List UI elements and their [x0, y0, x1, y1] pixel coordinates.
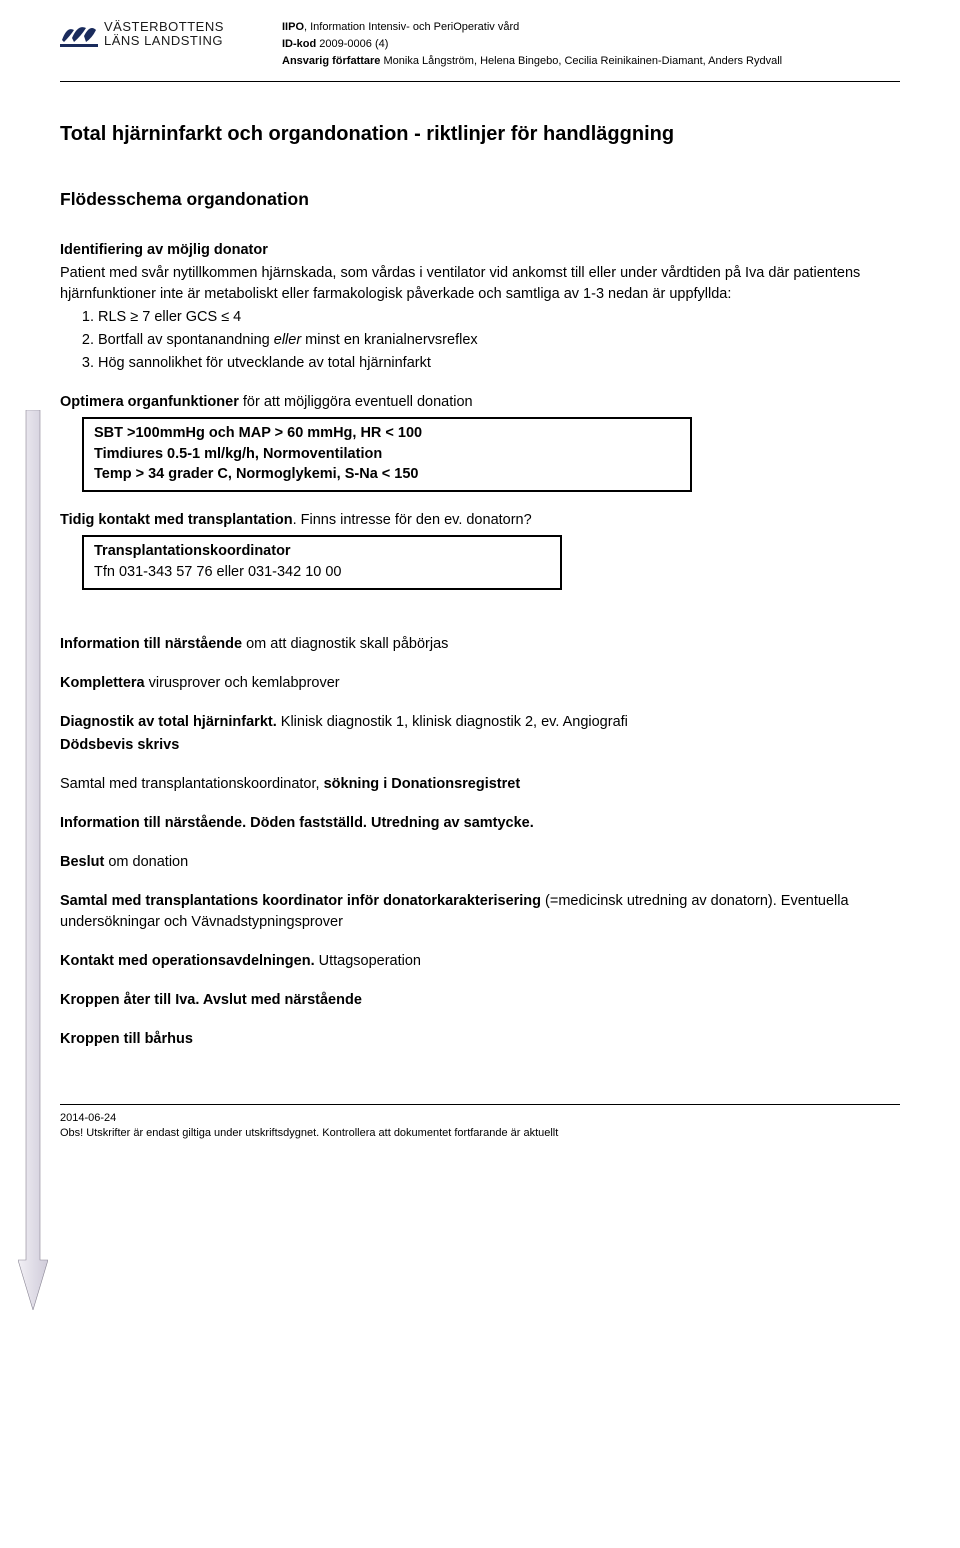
footer-note: Obs! Utskrifter är endast giltiga under … — [60, 1126, 900, 1141]
vitals-box: SBT >100mmHg och MAP > 60 mmHg, HR < 100… — [82, 417, 692, 492]
step-samtal-karak: Samtal med transplantations koordinator … — [60, 891, 900, 933]
contact-heading-rest: . Finns intresse för den ev. donatorn? — [293, 512, 532, 528]
meta-author-label: Ansvarig författare — [282, 55, 380, 67]
footer-divider — [60, 1104, 900, 1105]
flow-arrow-icon — [18, 410, 48, 1310]
criteria-list: RLS ≥ 7 eller GCS ≤ 4 Bortfall av sponta… — [60, 307, 900, 374]
optimize-block: Optimera organfunktioner för att möjligg… — [60, 392, 900, 492]
logo-text-line1: VÄSTERBOTTENS — [104, 20, 224, 34]
flow-title: Flödesschema organdonation — [60, 187, 900, 212]
step-barhus: Kroppen till bårhus — [60, 1029, 900, 1050]
header-meta: IIPO, Information Intensiv- och PeriOper… — [282, 20, 900, 71]
criteria-item: RLS ≥ 7 eller GCS ≤ 4 — [98, 307, 900, 328]
meta-iipo: IIPO — [282, 21, 304, 33]
meta-author-value: Monika Långström, Helena Bingebo, Cecili… — [380, 55, 782, 67]
step-diagnostik: Diagnostik av total hjärninfarkt. Klinis… — [60, 712, 900, 756]
step-samtal-register: Samtal med transplantationskoordinator, … — [60, 774, 900, 795]
coord-title: Transplantationskoordinator — [94, 543, 291, 559]
step-komplettera: Komplettera virusprover och kemlabprover — [60, 673, 900, 694]
ident-intro: Patient med svår nytillkommen hjärnskada… — [60, 263, 900, 305]
meta-idkod-value: 2009-0006 (4) — [316, 38, 388, 50]
footer: 2014-06-24 Obs! Utskrifter är endast gil… — [60, 1111, 900, 1142]
contact-block: Tidig kontakt med transplantation. Finns… — [60, 510, 900, 590]
page: VÄSTERBOTTENS LÄNS LANDSTING IIPO, Infor… — [0, 0, 960, 1172]
org-logo: VÄSTERBOTTENS LÄNS LANDSTING — [60, 20, 270, 50]
criteria-item: Hög sannolikhet för utvecklande av total… — [98, 353, 900, 374]
step-beslut: Beslut om donation — [60, 852, 900, 873]
vitals-line1: SBT >100mmHg och MAP > 60 mmHg, HR < 100 — [94, 425, 422, 441]
criteria-item: Bortfall av spontanandning eller minst e… — [98, 330, 900, 351]
meta-idkod-label: ID-kod — [282, 38, 316, 50]
vitals-line3: Temp > 34 grader C, Normoglykemi, S-Na <… — [94, 466, 419, 482]
main-content: Total hjärninfarkt och organdonation - r… — [60, 82, 900, 1050]
meta-iipo-rest: , Information Intensiv- och PeriOperativ… — [304, 21, 519, 33]
step-operation: Kontakt med operationsavdelningen. Uttag… — [60, 951, 900, 972]
footer-date: 2014-06-24 — [60, 1111, 900, 1126]
coordinator-box: Transplantationskoordinator Tfn 031-343 … — [82, 535, 562, 590]
coord-phone: Tfn 031-343 57 76 eller 031-342 10 00 — [94, 564, 342, 580]
vitals-line2: Timdiures 0.5-1 ml/kg/h, Normoventilatio… — [94, 446, 382, 462]
document-title: Total hjärninfarkt och organdonation - r… — [60, 120, 900, 149]
optimize-heading-rest: för att möjliggöra eventuell donation — [239, 394, 473, 410]
step-info-death: Information till närstående. Döden fasts… — [60, 813, 900, 834]
contact-heading: Tidig kontakt med transplantation — [60, 512, 293, 528]
identification-block: Identifiering av möjlig donator Patient … — [60, 240, 900, 374]
header: VÄSTERBOTTENS LÄNS LANDSTING IIPO, Infor… — [60, 20, 900, 71]
landsting-logo-icon — [60, 20, 98, 50]
ident-heading: Identifiering av möjlig donator — [60, 242, 268, 258]
step-info-relatives: Information till närstående om att diagn… — [60, 634, 900, 655]
step-return-iva: Kroppen åter till Iva. Avslut med närstå… — [60, 990, 900, 1011]
logo-text-line2: LÄNS LANDSTING — [104, 34, 224, 48]
optimize-heading: Optimera organfunktioner — [60, 394, 239, 410]
